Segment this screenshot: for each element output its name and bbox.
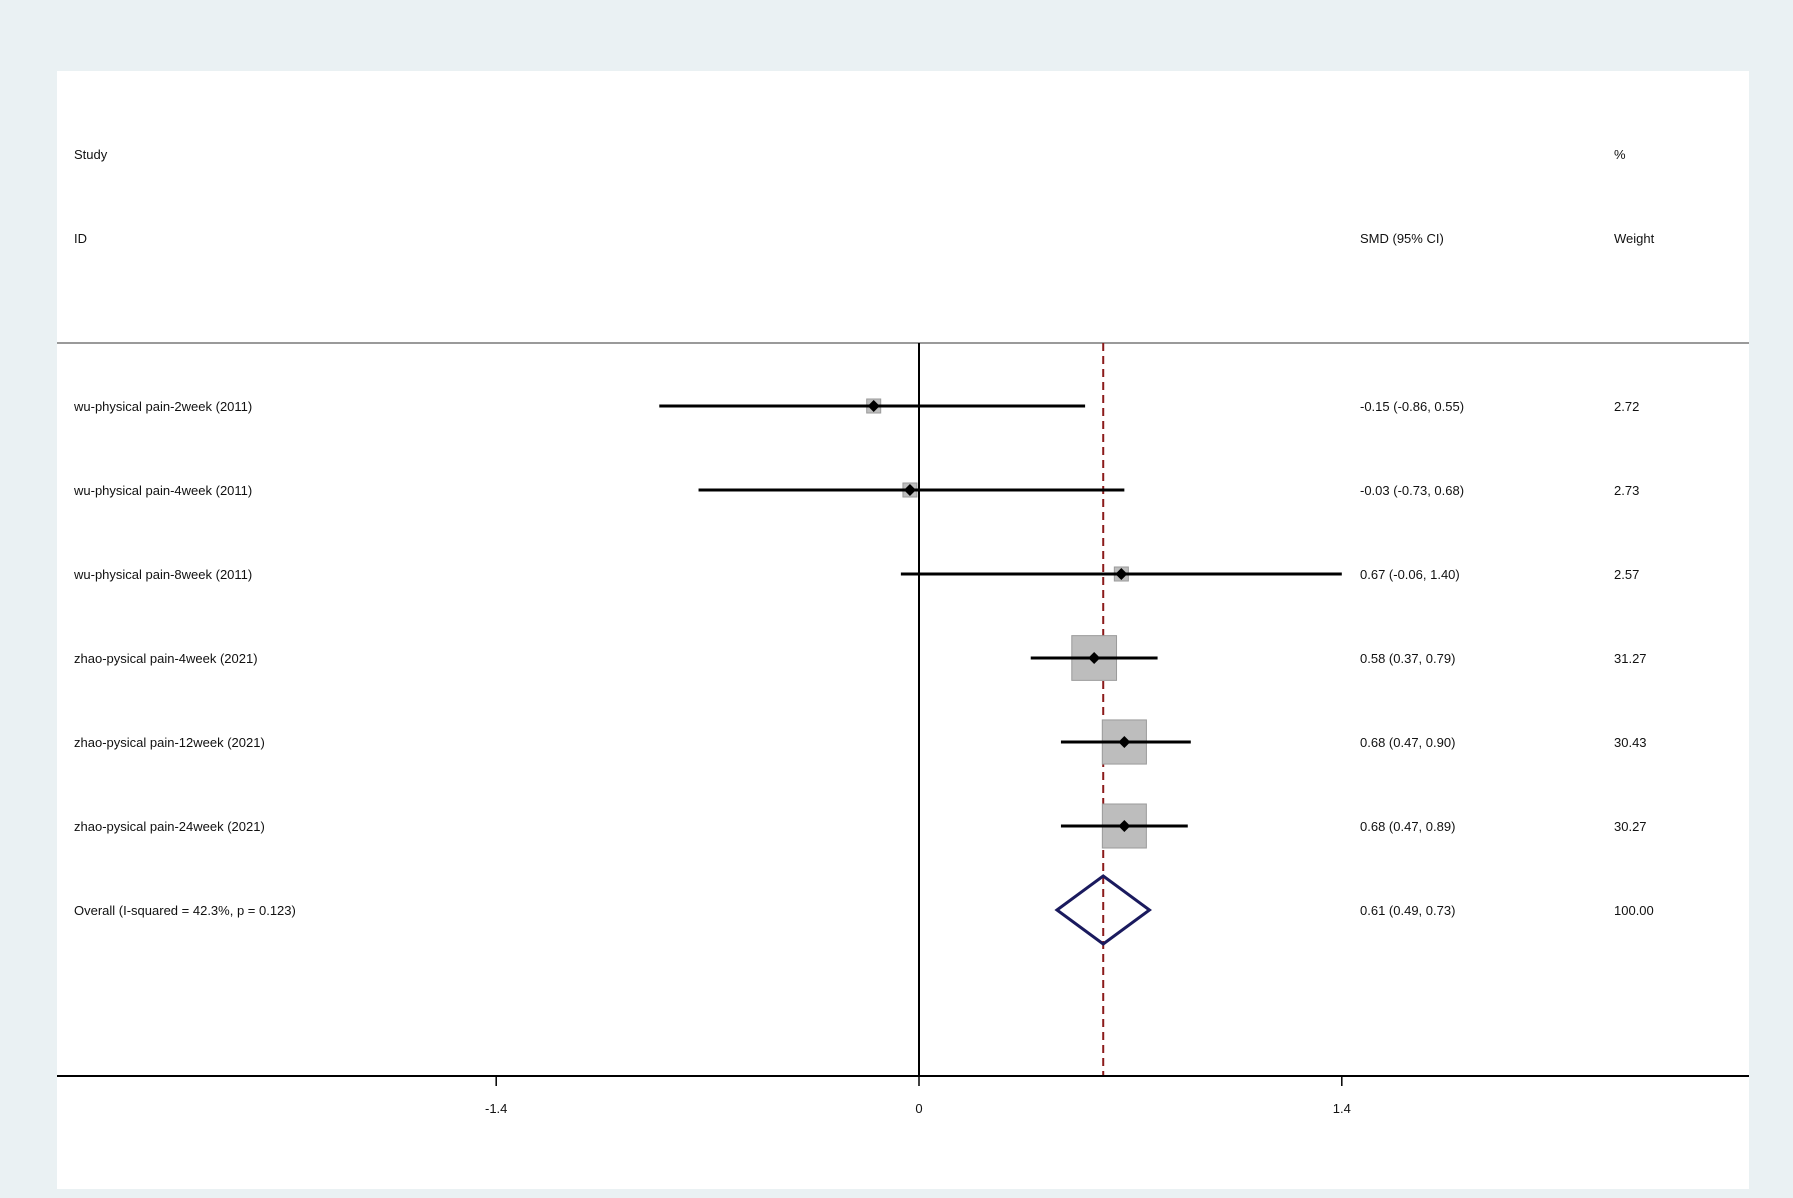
- header-smd-ci: SMD (95% CI): [1360, 231, 1444, 246]
- study-weight: 2.57: [1614, 567, 1639, 582]
- column-headers: Study ID SMD (95% CI) % Weight: [74, 147, 1655, 246]
- header-id: ID: [74, 231, 87, 246]
- study-row: zhao-pysical pain-4week (2021) 0.58 (0.37…: [74, 635, 1647, 681]
- study-row: zhao-pysical pain-12week (2021) 0.68 (0.4…: [74, 719, 1647, 765]
- x-axis: -1.4 0 1.4: [57, 1075, 1749, 1116]
- overall-smd-ci: 0.61 (0.49, 0.73): [1360, 903, 1455, 918]
- study-label: zhao-pysical pain-24week (2021): [74, 819, 265, 834]
- point-estimate: [1118, 736, 1131, 748]
- study-smd-ci: 0.68 (0.47, 0.90): [1360, 735, 1455, 750]
- point-estimate: [1088, 652, 1101, 664]
- header-percent: %: [1614, 147, 1626, 162]
- study-weight: 30.43: [1614, 735, 1647, 750]
- study-smd-ci: -0.15 (-0.86, 0.55): [1360, 399, 1464, 414]
- study-row: wu-physical pain-2week (2011) -0.15 (-0.8…: [73, 398, 1639, 414]
- study-smd-ci: 0.67 (-0.06, 1.40): [1360, 567, 1460, 582]
- point-estimate: [1115, 568, 1128, 580]
- x-tick-label: 0: [915, 1101, 922, 1116]
- study-row: wu-physical pain-4week (2011) -0.03 (-0.7…: [73, 482, 1639, 498]
- header-study: Study: [74, 147, 108, 162]
- study-label: zhao-pysical pain-12week (2021): [74, 735, 265, 750]
- forest-plot: Study ID SMD (95% CI) % Weight wu-physic…: [57, 147, 1749, 1116]
- study-smd-ci: -0.03 (-0.73, 0.68): [1360, 483, 1464, 498]
- study-label: wu-physical pain-8week (2011): [73, 567, 252, 582]
- overall-label: Overall (I-squared = 42.3%, p = 0.123): [74, 903, 296, 918]
- study-row: zhao-pysical pain-24week (2021) 0.68 (0.4…: [74, 803, 1647, 849]
- study-rows: wu-physical pain-2week (2011) -0.15 (-0.8…: [73, 398, 1654, 946]
- study-weight: 2.73: [1614, 483, 1639, 498]
- study-weight: 31.27: [1614, 651, 1647, 666]
- study-label: wu-physical pain-2week (2011): [73, 399, 252, 414]
- study-weight: 30.27: [1614, 819, 1647, 834]
- x-tick-label: -1.4: [485, 1101, 507, 1116]
- study-smd-ci: 0.68 (0.47, 0.89): [1360, 819, 1455, 834]
- study-smd-ci: 0.58 (0.37, 0.79): [1360, 651, 1455, 666]
- overall-weight: 100.00: [1614, 903, 1654, 918]
- forest-plot-panel: Study ID SMD (95% CI) % Weight wu-physic…: [57, 71, 1749, 1189]
- overall-row: Overall (I-squared = 42.3%, p = 0.123) 0.…: [74, 874, 1654, 946]
- study-label: zhao-pysical pain-4week (2021): [74, 651, 258, 666]
- x-tick-label: 1.4: [1333, 1101, 1351, 1116]
- study-weight: 2.72: [1614, 399, 1639, 414]
- point-estimate: [1118, 820, 1131, 832]
- header-weight: Weight: [1614, 231, 1655, 246]
- overall-diamond: [1054, 874, 1152, 946]
- point-estimate: [867, 400, 880, 412]
- point-estimate: [903, 484, 916, 496]
- study-row: wu-physical pain-8week (2011) 0.67 (-0.06…: [73, 566, 1639, 582]
- study-label: wu-physical pain-4week (2011): [73, 483, 252, 498]
